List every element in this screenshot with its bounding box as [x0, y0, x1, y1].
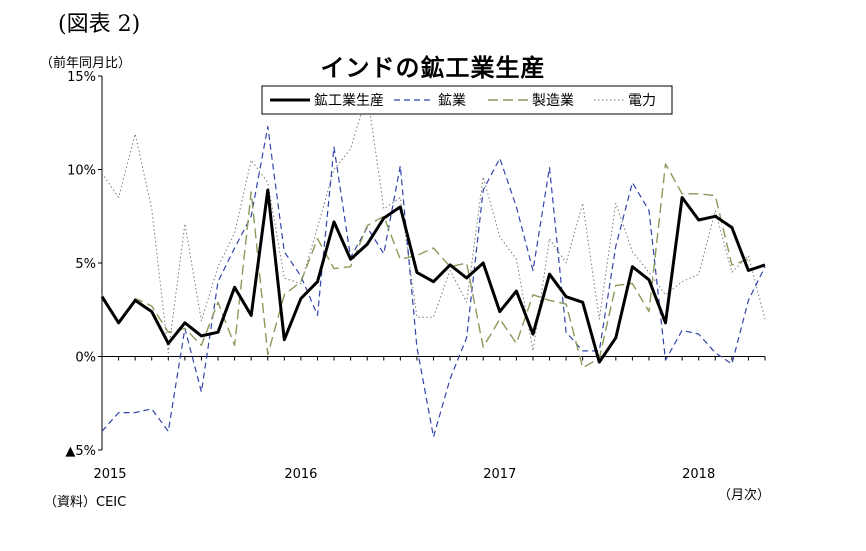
- axes: ▲5% 0% 5% 10% 15% 2015 2016 2017 2018: [65, 70, 766, 482]
- x-tick-label: 2018: [682, 467, 715, 482]
- series-line-4: [101, 92, 766, 354]
- y-tick-label: 5%: [75, 257, 96, 272]
- series-layer: [100, 92, 766, 438]
- legend-label: 鉱業: [438, 92, 466, 109]
- legend-box: [261, 85, 673, 115]
- source-note: （資料）CEIC: [44, 495, 127, 510]
- y-tick-label: 0%: [75, 351, 96, 366]
- y-tick-label: 10%: [67, 164, 96, 179]
- series-line-1: [100, 188, 766, 364]
- y-tick-label: ▲5%: [65, 444, 96, 459]
- x-tick-label: 2015: [93, 467, 126, 482]
- y-tick-label: 15%: [67, 70, 96, 85]
- y-unit-label: （前年同月比）: [40, 56, 132, 71]
- figure-label: (図表 2): [58, 12, 141, 37]
- chart-title: インドの鉱工業生産: [320, 54, 546, 82]
- x-unit-label: （月次）: [718, 488, 771, 503]
- legend-label: 鉱工業生産: [314, 92, 384, 109]
- x-tick-label: 2017: [483, 467, 516, 482]
- x-tick-label: 2016: [284, 467, 317, 482]
- legend-label: 製造業: [532, 93, 574, 109]
- legend: 鉱工業生産 鉱業 製造業 電力: [261, 85, 673, 115]
- legend-label: 電力: [628, 93, 656, 109]
- series-line-3: [101, 163, 749, 369]
